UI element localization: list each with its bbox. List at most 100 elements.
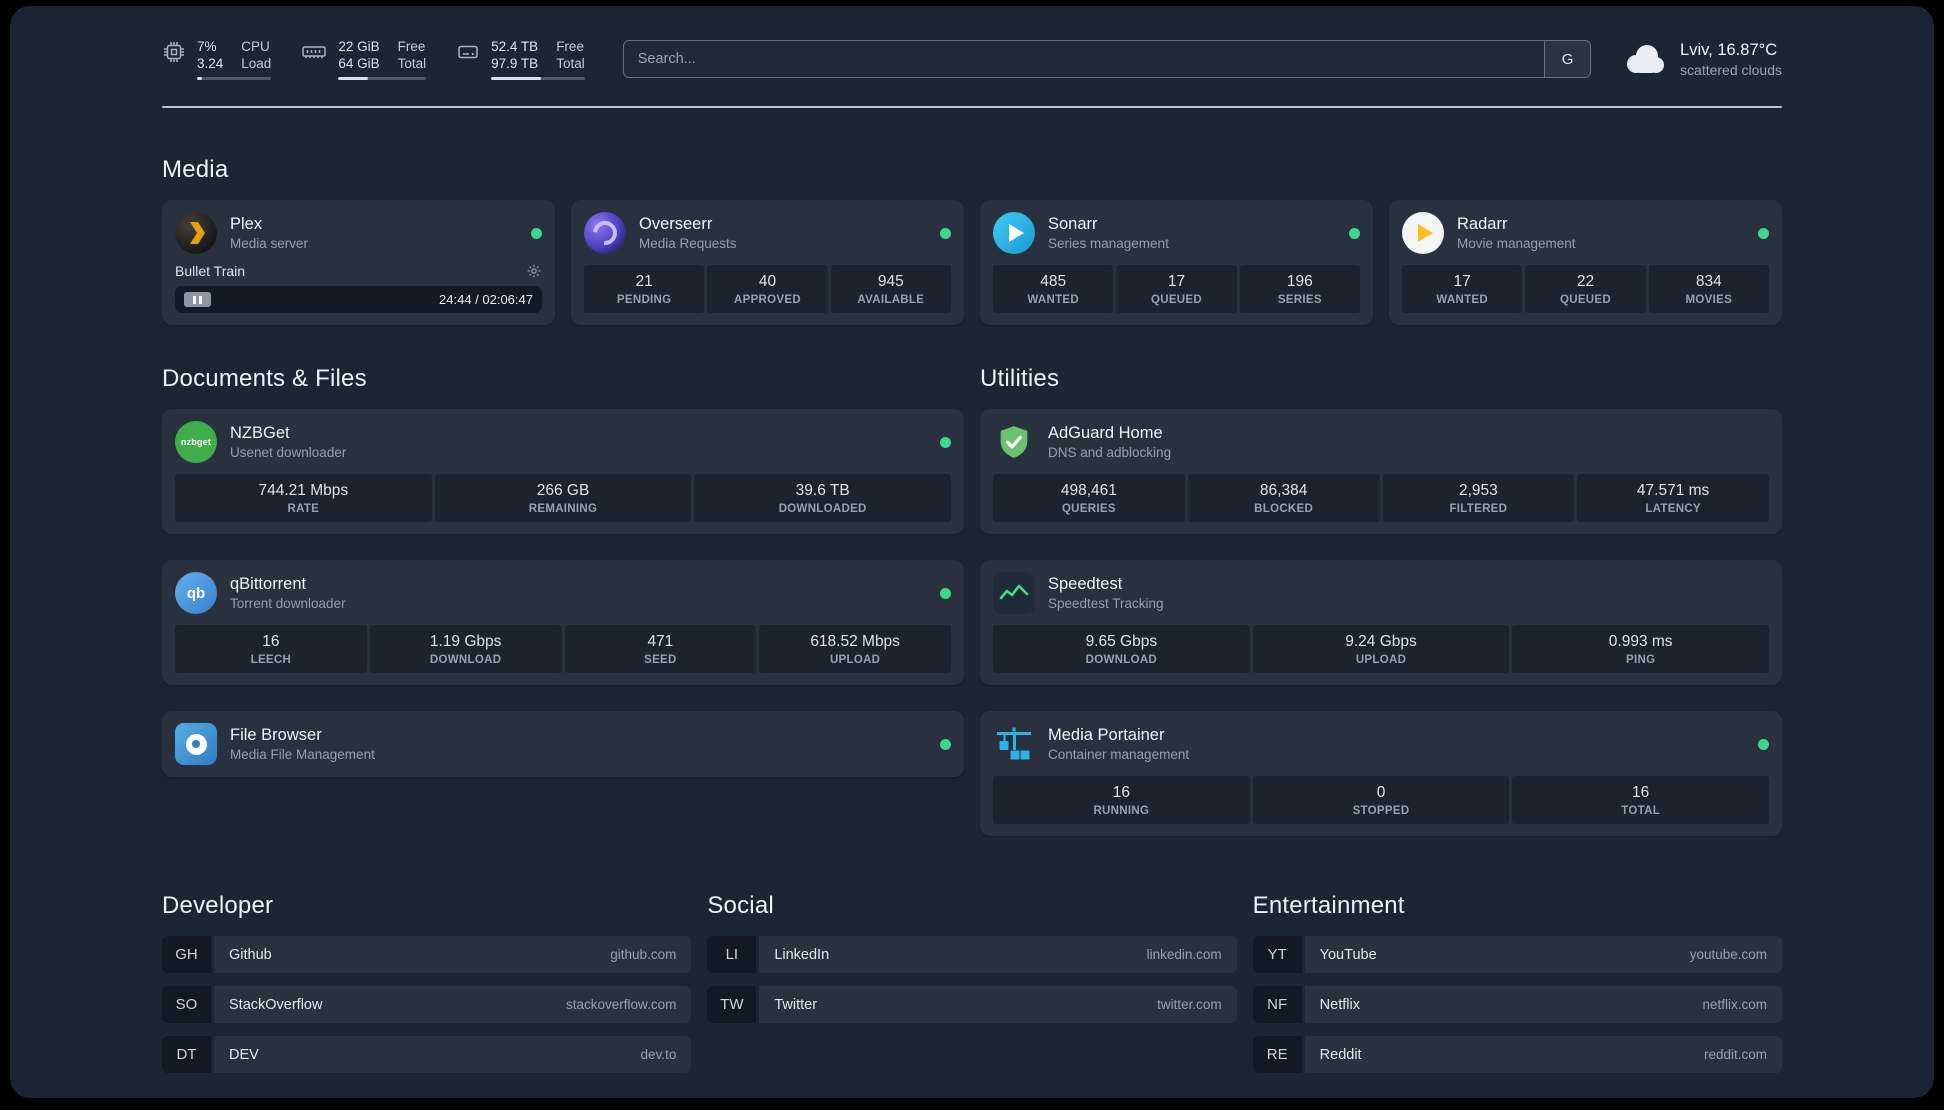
stat-latency: 47.571 ms LATENCY — [1577, 474, 1769, 522]
bookmarks-area: Developer GH Github github.com SO — [162, 892, 1782, 1098]
disk-label-top: Free — [556, 39, 584, 54]
search-engine-button[interactable]: G — [1544, 41, 1591, 77]
disk-progress-bar — [491, 77, 585, 80]
service-card-qbittorrent[interactable]: qb qBittorrent Torrent downloader 16 LEE… — [162, 560, 964, 685]
stat-label: MOVIES — [1685, 294, 1733, 306]
stat-running: 16 RUNNING — [993, 776, 1250, 824]
stat-value: 16 — [1632, 784, 1650, 801]
service-card-speedtest[interactable]: Speedtest Speedtest Tracking 9.65 Gbps D… — [980, 560, 1782, 685]
gear-icon[interactable] — [526, 263, 542, 279]
stat-value: 39.6 TB — [795, 482, 850, 499]
section-title-developer: Developer — [162, 892, 274, 919]
service-card-nzbget[interactable]: nzbget NZBGet Usenet downloader 744.21 M… — [162, 409, 964, 534]
service-card-overseerr[interactable]: Overseerr Media Requests 21 PENDING 40 A… — [571, 200, 964, 325]
stat-label: APPROVED — [734, 294, 801, 306]
service-card-filebrowser[interactable]: File Browser Media File Management — [162, 711, 964, 777]
weather-condition: scattered clouds — [1680, 61, 1782, 78]
service-card-plex[interactable]: Plex Media server Bullet Train — [162, 200, 555, 325]
bookmark-linkedin[interactable]: LI LinkedIn linkedin.com — [707, 936, 1237, 973]
memory-icon — [301, 40, 327, 64]
disk-progress-fill — [491, 77, 541, 80]
stat-remaining: 266 GB REMAINING — [434, 474, 692, 522]
status-dot — [940, 436, 951, 448]
bookmark-twitter[interactable]: TW Twitter twitter.com — [707, 986, 1237, 1023]
cpu-progress-fill — [197, 77, 203, 80]
bookmark-name: StackOverflow — [229, 996, 323, 1013]
memory-label-bottom: Total — [397, 56, 427, 71]
nzbget-icon: nzbget — [175, 421, 217, 463]
service-description: Media server — [230, 236, 309, 252]
bookmark-group-entertainment: Entertainment YT YouTube youtube.com NF — [1252, 892, 1782, 1073]
service-name: Sonarr — [1048, 214, 1098, 233]
service-description: Container management — [1048, 747, 1190, 763]
pause-button[interactable] — [184, 292, 211, 307]
section-utilities: Utilities AdGuard Home DNS and adblockin… — [980, 365, 1782, 836]
speedtest-icon — [993, 572, 1035, 614]
status-bar: 7% 3.24 CPU Load — [162, 38, 1782, 80]
stat-label: DOWNLOAD — [429, 654, 502, 666]
sonarr-icon — [993, 212, 1035, 254]
bookmark-url: youtube.com — [1689, 947, 1767, 962]
plex-icon — [175, 212, 217, 254]
overseerr-icon — [584, 212, 626, 254]
service-card-radarr[interactable]: Radarr Movie management 17 WANTED 22 QUE… — [1389, 200, 1782, 325]
bookmark-url: github.com — [610, 947, 677, 962]
bookmark-name: YouTube — [1319, 946, 1377, 963]
memory-total: 64 GiB — [338, 56, 380, 71]
stat-value: 17 — [1453, 273, 1471, 290]
search-input[interactable] — [623, 41, 1545, 77]
stat-value: 744.21 Mbps — [258, 482, 349, 499]
memory-label-top: Free — [397, 39, 426, 54]
bookmark-netflix[interactable]: NF Netflix netflix.com — [1252, 986, 1782, 1023]
bookmark-abbr: RE — [1252, 1036, 1302, 1073]
memory-widget: 22 GiB 64 GiB Free Total — [301, 38, 427, 80]
stat-label: SEED — [644, 654, 677, 666]
weather-location: Lviv, 16.87°C — [1680, 40, 1778, 59]
header-divider — [162, 106, 1782, 108]
status-dot — [1758, 738, 1769, 750]
stat-value: 196 — [1286, 273, 1313, 290]
stat-value: 1.19 Gbps — [429, 633, 502, 650]
service-card-sonarr[interactable]: Sonarr Series management 485 WANTED 17 Q… — [980, 200, 1373, 325]
bookmark-reddit[interactable]: RE Reddit reddit.com — [1252, 1036, 1782, 1073]
bookmark-github[interactable]: GH Github github.com — [162, 936, 692, 973]
service-name: Overseerr — [639, 214, 713, 233]
cpu-percent: 7% — [197, 39, 217, 54]
status-dot — [940, 738, 951, 750]
stat-ping: 0.993 ms PING — [1512, 625, 1770, 673]
section-title-social: Social — [707, 892, 774, 919]
weather-widget[interactable]: Lviv, 16.87°C scattered clouds — [1623, 41, 1782, 78]
bookmark-group-social: Social LI LinkedIn linkedin.com TW — [707, 892, 1237, 1073]
player-bar: 24:44 / 02:06:47 — [175, 286, 542, 313]
service-description: Usenet downloader — [230, 445, 347, 461]
stat-label: LATENCY — [1645, 503, 1701, 515]
playback-time: 24:44 / 02:06:47 — [439, 292, 533, 307]
service-card-adguard[interactable]: AdGuard Home DNS and adblocking 498,461 … — [980, 409, 1782, 534]
service-card-portainer[interactable]: Media Portainer Container management 16 … — [980, 711, 1782, 836]
stat-label: DOWNLOAD — [1085, 654, 1158, 666]
stat-queries: 498,461 QUERIES — [993, 474, 1185, 522]
adguard-icon — [993, 421, 1035, 463]
bookmark-name: Reddit — [1319, 1046, 1362, 1063]
stat-wanted: 485 WANTED — [993, 265, 1114, 313]
stat-value: 47.571 ms — [1636, 482, 1710, 499]
bookmark-dev[interactable]: DT DEV dev.to — [162, 1036, 692, 1073]
service-description: Speedtest Tracking — [1048, 596, 1164, 612]
status-dot — [940, 587, 951, 599]
bookmark-name: LinkedIn — [774, 946, 830, 963]
cpu-progress-bar — [197, 77, 272, 80]
stat-value: 498,461 — [1060, 482, 1117, 499]
stat-label: REMAINING — [528, 503, 598, 515]
stat-rate: 744.21 Mbps RATE — [175, 474, 432, 522]
service-name: File Browser — [230, 725, 322, 744]
status-dot — [531, 227, 542, 239]
bookmark-url: dev.to — [640, 1047, 677, 1062]
stat-label: BLOCKED — [1254, 503, 1314, 515]
stat-seed: 471 SEED — [564, 625, 757, 673]
service-description: DNS and adblocking — [1048, 445, 1172, 461]
stat-queued: 17 QUEUED — [1116, 265, 1237, 313]
stat-label: LEECH — [250, 654, 292, 666]
stat-wanted: 17 WANTED — [1402, 265, 1523, 313]
bookmark-stackoverflow[interactable]: SO StackOverflow stackoverflow.com — [162, 986, 692, 1023]
bookmark-youtube[interactable]: YT YouTube youtube.com — [1252, 936, 1782, 973]
